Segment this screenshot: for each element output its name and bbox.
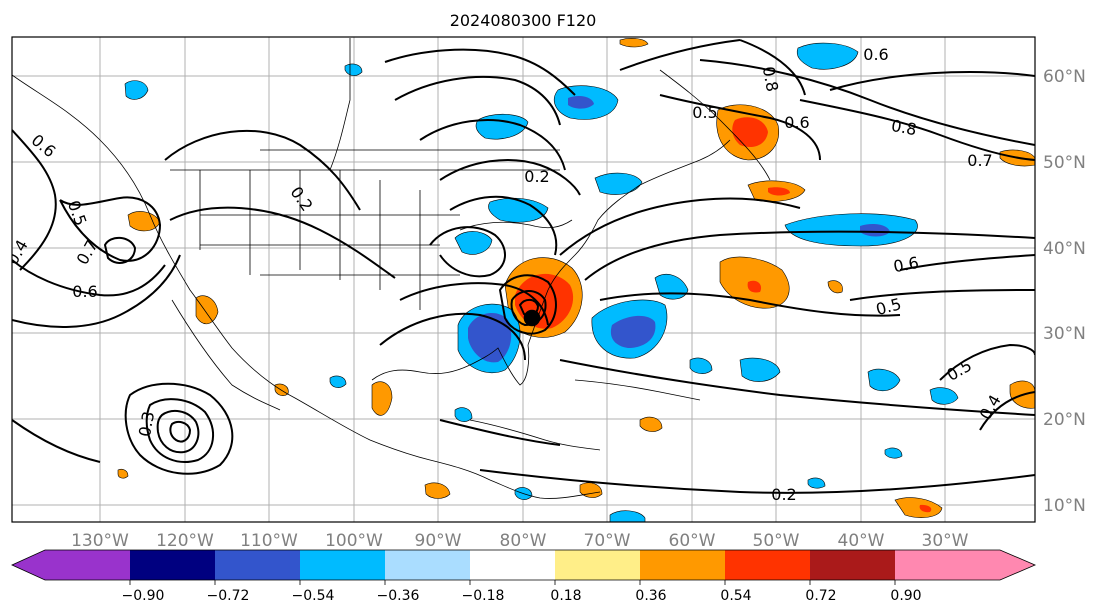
- contour-label: 0.6: [892, 253, 920, 276]
- contour-label: 0.6: [72, 282, 97, 301]
- colorbar-tick-label: −0.54: [292, 588, 335, 604]
- lon-label: 120°W: [156, 531, 214, 551]
- colorbar-ticks: [129, 580, 896, 585]
- contour-label: 0.6: [784, 113, 809, 132]
- colorbar-segment: [215, 550, 300, 580]
- colorbar-tick-label: −0.18: [462, 588, 505, 604]
- colorbar-tick-label: −0.72: [207, 588, 250, 604]
- colorbar-segment: [45, 550, 130, 580]
- contour-label: 0.8: [890, 116, 918, 139]
- lat-label: 10°N: [1043, 496, 1086, 516]
- contour-label: 0.3: [135, 410, 158, 438]
- colorbar-tick-label: 0.54: [720, 588, 751, 604]
- coastlines: [12, 38, 771, 499]
- colorbar-tick-label: 0.36: [635, 588, 666, 604]
- colorbar-extend-high: [1000, 550, 1035, 580]
- lon-label: 130°W: [71, 531, 129, 551]
- lon-label: 80°W: [500, 531, 547, 551]
- lon-label: 110°W: [240, 531, 298, 551]
- lat-label: 40°N: [1043, 239, 1086, 259]
- latitude-axis: 60°N 50°N 40°N 30°N 20°N 10°N: [1043, 67, 1086, 516]
- colorbar-segment: [470, 550, 555, 580]
- colorbar-segment: [300, 550, 385, 580]
- negative-anomaly-east-atlantic: [784, 213, 918, 247]
- lat-label: 20°N: [1043, 410, 1086, 430]
- colorbar-tick-label: 0.90: [890, 588, 921, 604]
- contour-lines: [12, 39, 1035, 494]
- colorbar-segment: [725, 550, 810, 580]
- map-border: [11, 36, 1036, 523]
- colorbar-extend-low: [12, 550, 45, 580]
- colorbar-segment: [895, 550, 1000, 580]
- lon-label: 40°W: [838, 531, 885, 551]
- colorbar-tick-label: 0.72: [805, 588, 836, 604]
- colorbar-tick-label: −0.90: [122, 588, 165, 604]
- lon-label: 60°W: [669, 531, 716, 551]
- contour-label: 0.5: [692, 103, 717, 122]
- colorbar-segment: [810, 550, 895, 580]
- contour-label: 0.2: [524, 167, 549, 186]
- lat-label: 30°N: [1043, 324, 1086, 344]
- lon-label: 90°W: [415, 531, 462, 551]
- map-area: 0.2 0.2 0.2 0.3 0.4 0.4 0.5 0.5 0.5 0.5 …: [12, 37, 1035, 522]
- contour-label: 0.8: [759, 65, 782, 93]
- colorbar: −0.90 −0.72 −0.54 −0.36 −0.18 0.18 0.36 …: [11, 549, 1037, 604]
- colorbar-segment: [640, 550, 725, 580]
- lon-label: 70°W: [584, 531, 631, 551]
- contour-label: 0.7: [967, 151, 992, 170]
- lat-label: 60°N: [1043, 67, 1086, 87]
- longitude-axis: 130°W 120°W 110°W 100°W 90°W 80°W 70°W 6…: [71, 531, 969, 551]
- lat-label: 50°N: [1043, 153, 1086, 173]
- colorbar-tick-label: −0.36: [377, 588, 420, 604]
- contour-label: 0.2: [771, 485, 796, 504]
- colorbar-segment: [385, 550, 470, 580]
- map-title: 2024080300 F120: [450, 11, 597, 30]
- colorbar-segment: [130, 550, 215, 580]
- lon-label: 50°W: [753, 531, 800, 551]
- colorbar-segment: [555, 550, 640, 580]
- contour-label: 0.6: [863, 45, 888, 64]
- lon-label: 100°W: [325, 531, 383, 551]
- lon-label: 30°W: [922, 531, 969, 551]
- colorbar-tick-label: 0.18: [550, 588, 581, 604]
